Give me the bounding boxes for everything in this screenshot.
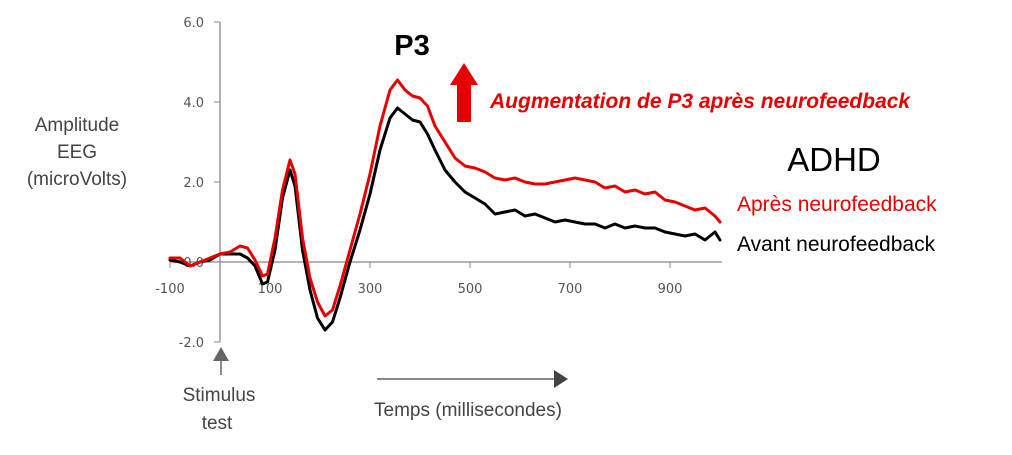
- y-axis-label-line: (microVolts): [27, 169, 127, 190]
- y-axis-label-line: EEG: [57, 142, 97, 163]
- y-axis-label-line: Amplitude: [35, 115, 120, 136]
- x-tick-label: 100: [258, 282, 283, 297]
- stimulus-label: Stimulus: [183, 385, 256, 406]
- augmentation-annotation: Augmentation de P3 après neurofeedback: [489, 90, 911, 113]
- x-tick-label: 300: [358, 282, 383, 297]
- y-axis-label: Amplitude EEG (microVolts): [27, 115, 127, 190]
- augmentation-arrow-icon: [450, 63, 478, 122]
- x-axis-label: Temps (millisecondes): [374, 400, 562, 421]
- series-line-avant: [168, 106, 722, 332]
- y-tick-label: 6.0: [183, 16, 204, 31]
- time-arrow-icon: [377, 370, 568, 388]
- arrow-head: [450, 63, 478, 85]
- p3-peak-label: P3: [394, 30, 429, 62]
- arrow-shaft: [457, 84, 471, 122]
- stimulus-label: test: [202, 413, 233, 434]
- y-ticks: 6.0 4.0 2.0 0.0 -2.0: [179, 16, 220, 351]
- stimulus-arrow-head: [213, 347, 229, 361]
- x-tick-label: 700: [558, 282, 583, 297]
- x-tick-label: -100: [155, 282, 185, 297]
- x-tick-label: 500: [458, 282, 483, 297]
- x-tick-label: 900: [658, 282, 683, 297]
- x-ticks: -100 100 300 500 700 900: [155, 262, 682, 297]
- legend-avant: Avant neurofeedback: [737, 233, 936, 256]
- y-tick-label: 2.0: [183, 176, 204, 191]
- y-tick-label: 4.0: [183, 96, 204, 111]
- y-tick-label: -2.0: [179, 336, 204, 351]
- series-line-apres: [168, 78, 722, 318]
- time-arrow-head: [554, 370, 568, 388]
- group-label: ADHD: [787, 141, 881, 178]
- legend-apres: Après neurofeedback: [737, 193, 937, 216]
- series-layer: [168, 78, 722, 332]
- stimulus-arrow-icon: [213, 347, 229, 375]
